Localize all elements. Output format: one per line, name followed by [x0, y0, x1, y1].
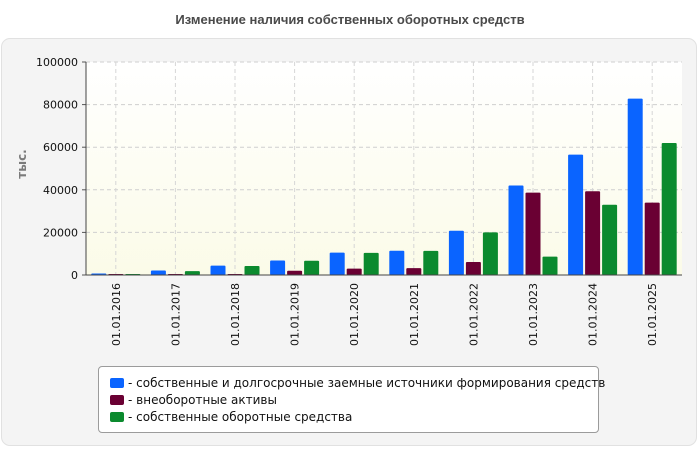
legend-label: - собственные и долгосрочные заемные ист…	[128, 375, 606, 390]
bar[interactable]	[244, 266, 260, 275]
y-tick-label: 20000	[43, 226, 78, 239]
legend-swatch	[110, 377, 124, 388]
x-tick-label: 01.01.2022	[467, 283, 480, 346]
bar[interactable]	[346, 268, 362, 275]
y-tick-label: 80000	[43, 99, 78, 112]
legend-item[interactable]: - собственные и долгосрочные заемные ист…	[99, 374, 605, 391]
legend-item[interactable]: - собственные оборотные средства	[99, 408, 598, 425]
bar[interactable]	[448, 230, 464, 275]
legend: - собственные и долгосрочные заемные ист…	[98, 366, 605, 433]
axes	[82, 61, 682, 276]
x-tick-label: 01.01.2024	[587, 283, 600, 346]
bar[interactable]	[508, 185, 524, 275]
y-tick-label: 100000	[36, 56, 78, 69]
bar[interactable]	[287, 270, 303, 275]
legend-swatch	[110, 411, 124, 422]
chart-title: Изменение наличия собственных оборотных …	[175, 12, 525, 27]
bar[interactable]	[585, 191, 601, 275]
x-tick-label: 01.01.2017	[169, 283, 182, 346]
bar[interactable]	[150, 270, 166, 275]
bar[interactable]	[661, 142, 677, 275]
bar[interactable]	[525, 192, 541, 275]
bar[interactable]	[542, 256, 558, 275]
tick-labels: 0 20000 40000 60000 80000 100000 01.01.2016 01.…	[36, 56, 659, 346]
bar[interactable]	[210, 265, 226, 275]
bars	[91, 98, 677, 275]
x-tick-label: 01.01.2018	[229, 283, 242, 346]
grid	[86, 61, 682, 275]
x-tick-label: 01.01.2025	[646, 283, 659, 346]
bar[interactable]	[602, 204, 618, 275]
bar[interactable]	[329, 252, 345, 275]
x-tick-label: 01.01.2023	[527, 283, 540, 346]
x-tick-label: 01.01.2019	[289, 283, 302, 346]
bar[interactable]	[389, 250, 405, 275]
bar[interactable]	[465, 262, 481, 275]
x-tick-label: 01.01.2016	[110, 283, 123, 346]
bar[interactable]	[184, 271, 200, 275]
y-tick-label: 60000	[43, 141, 78, 154]
bar[interactable]	[363, 252, 379, 275]
x-tick-label: 01.01.2020	[348, 283, 361, 346]
bar[interactable]	[644, 202, 660, 275]
y-tick-label: 0	[71, 269, 78, 282]
legend-label: - внеоборотные активы	[128, 392, 277, 407]
bar[interactable]	[482, 232, 498, 275]
legend-item[interactable]: - внеоборотные активы	[99, 391, 598, 408]
bar[interactable]	[304, 260, 320, 275]
bar[interactable]	[406, 268, 422, 275]
bar[interactable]	[627, 98, 643, 275]
x-tick-label: 01.01.2021	[408, 283, 421, 346]
legend-swatch	[110, 394, 124, 405]
bar[interactable]	[568, 154, 584, 275]
legend-label: - собственные оборотные средства	[128, 409, 353, 424]
y-axis-label: тыс.	[15, 149, 29, 178]
bar[interactable]	[270, 260, 286, 275]
bar[interactable]	[423, 250, 439, 275]
y-tick-label: 40000	[43, 184, 78, 197]
